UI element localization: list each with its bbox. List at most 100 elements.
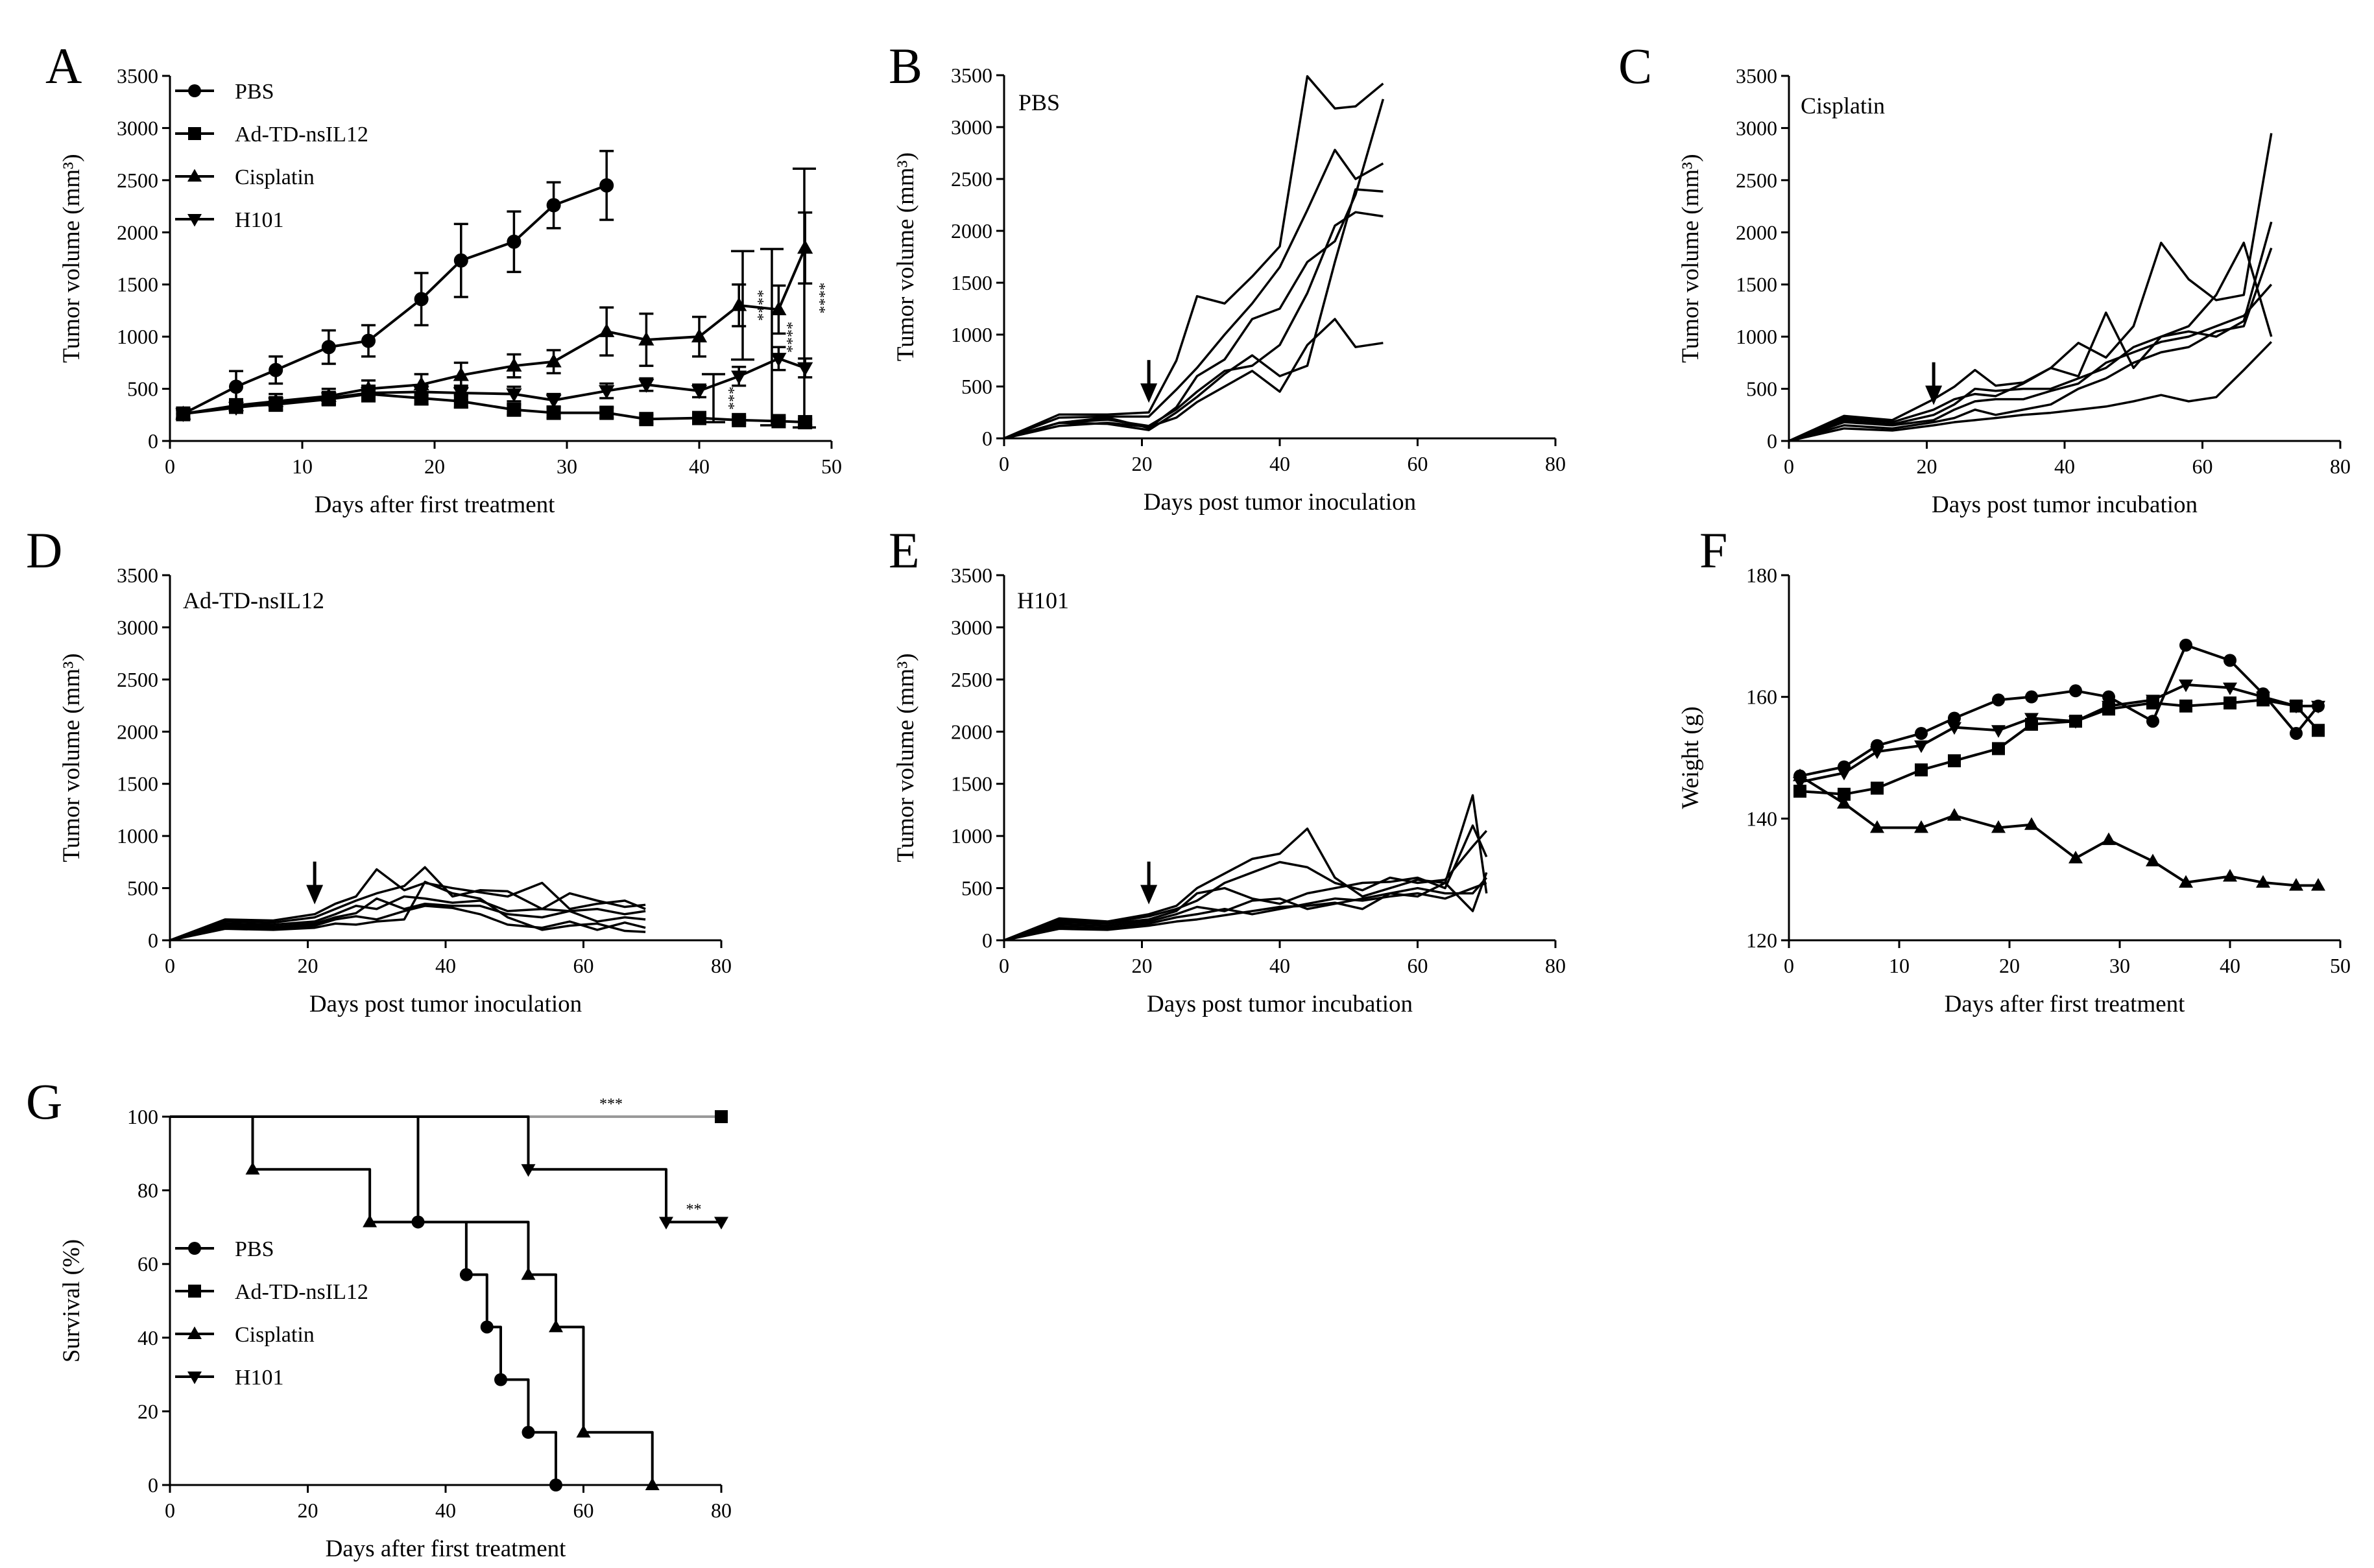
- data-point: [1947, 722, 1961, 735]
- x-tick-label: 20: [298, 1499, 318, 1522]
- series-pbs: [176, 150, 614, 422]
- x-tick-label: 40: [689, 455, 710, 478]
- series-line: [169, 866, 646, 942]
- significance-label: ***: [720, 386, 737, 410]
- x-tick-label: 80: [711, 1499, 732, 1522]
- y-tick-label: 0: [1767, 429, 1777, 453]
- down-arrow-icon: [1140, 861, 1158, 905]
- panel-label: E: [889, 522, 920, 578]
- series-line: [1003, 872, 1488, 942]
- data-point: [363, 1214, 378, 1228]
- significance-label: ****: [778, 322, 795, 353]
- legend-marker: [188, 1285, 201, 1298]
- x-axis-label: Days post tumor inoculation: [1144, 489, 1416, 516]
- chart-panel-A: A 0 500 1000 1500 2000 2500 3000 3500 0 10 20 30 40 50…: [45, 38, 842, 518]
- data-point: [1992, 742, 2005, 755]
- x-tick-label: 30: [2109, 954, 2130, 977]
- legend: PBS Ad-TD-nsIL12 Cisplatin H101: [175, 1237, 368, 1390]
- x-tick-label: 0: [999, 452, 1009, 475]
- x-tick-label: 0: [165, 954, 175, 977]
- panel-label: F: [1699, 522, 1727, 578]
- legend-marker: [187, 169, 202, 182]
- legend-label: Cisplatin: [235, 165, 315, 189]
- x-tick-label: 20: [424, 455, 445, 478]
- data-point: [228, 401, 245, 416]
- data-point: [175, 408, 191, 422]
- legend-marker: [187, 1372, 202, 1384]
- x-tick-label: 10: [1889, 954, 1910, 977]
- data-point: [638, 331, 654, 346]
- data-point: [453, 253, 468, 268]
- y-tick-label: 2500: [1736, 169, 1777, 192]
- series-cisplatin: [175, 211, 813, 420]
- x-tick-label: 50: [2330, 954, 2351, 977]
- panel-label: G: [26, 1073, 62, 1130]
- x-tick-label: 80: [2330, 455, 2351, 478]
- x-tick-label: 0: [999, 954, 1009, 977]
- x-tick-label: 50: [821, 455, 842, 478]
- y-tick-label: 80: [138, 1179, 158, 1202]
- series-line-0: [1003, 75, 1384, 440]
- down-arrow-icon: [1925, 362, 1943, 405]
- data-point: [771, 301, 787, 316]
- data-point: [506, 357, 522, 372]
- data-point: [2311, 700, 2325, 714]
- y-tick-label: 1000: [117, 824, 158, 848]
- chart-panel-D: D 0 500 1000 1500 2000 2500 3000 3500 0 20 40 60 80 Da…: [26, 522, 732, 1017]
- series-line: [1003, 75, 1384, 440]
- y-tick-label: 3000: [1736, 116, 1777, 139]
- legend-item: Ad-TD-nsIL12: [175, 1280, 368, 1304]
- data-point: [2290, 726, 2303, 740]
- x-tick-label: 80: [1545, 954, 1566, 977]
- series-line-1: [169, 866, 646, 942]
- x-tick-label: 40: [1269, 954, 1290, 977]
- x-axis-label: Days post tumor inoculation: [309, 991, 582, 1017]
- data-point: [549, 1479, 562, 1491]
- series-line-3: [1003, 211, 1384, 440]
- significance-label: ****: [811, 283, 828, 314]
- series-line-5: [169, 881, 646, 942]
- significance-bracket: ****: [731, 250, 766, 361]
- y-tick-label: 40: [138, 1326, 158, 1349]
- legend-label: PBS: [235, 80, 274, 104]
- y-tick-label: 500: [1746, 377, 1777, 401]
- x-tick-label: 60: [573, 1499, 594, 1522]
- y-axis-label: Tumor volume (mm³): [58, 653, 85, 862]
- data-point: [2102, 690, 2115, 704]
- significance-label: ****: [749, 290, 766, 321]
- series-line: [1003, 318, 1384, 440]
- significance-label: ***: [599, 1096, 623, 1113]
- y-tick-label: 0: [982, 929, 992, 952]
- series-line: [1003, 877, 1488, 942]
- data-point: [2102, 700, 2116, 714]
- data-point: [2146, 853, 2160, 867]
- y-tick-label: 3000: [117, 116, 158, 139]
- series-line: [1788, 133, 2273, 442]
- y-tick-label: 2500: [117, 668, 158, 691]
- x-tick-label: 0: [165, 455, 175, 478]
- data-point: [2025, 690, 2038, 704]
- y-tick-label: 3500: [951, 564, 992, 587]
- data-point: [245, 1161, 260, 1175]
- chart-panel-E: E 0 500 1000 1500 2000 2500 3000 3500 0 20 40 60 80 Da…: [889, 522, 1566, 1017]
- y-tick-label: 2500: [951, 668, 992, 691]
- x-axis-label: Days post tumor incubation: [1932, 492, 2198, 518]
- x-tick-label: 20: [1132, 954, 1153, 977]
- series-line-4: [1003, 881, 1487, 942]
- panel-label: C: [1618, 38, 1652, 94]
- y-tick-label: 500: [127, 377, 158, 401]
- data-point: [2146, 715, 2159, 728]
- significance-label: **: [686, 1201, 702, 1218]
- x-tick-label: 20: [1132, 452, 1153, 475]
- data-point: [229, 379, 243, 394]
- y-tick-label: 3000: [951, 115, 992, 139]
- y-tick-label: 140: [1746, 807, 1777, 830]
- data-point: [2311, 878, 2325, 891]
- series-line: [169, 895, 646, 942]
- chart-panel-F: F 120 140 160 180 0 10 20 30 40 50 Days after first…: [1677, 522, 2351, 1017]
- data-point: [1991, 725, 2006, 738]
- series-cisplatin: [1793, 768, 2325, 891]
- y-tick-label: 3000: [117, 615, 158, 639]
- y-tick-label: 2000: [117, 220, 158, 244]
